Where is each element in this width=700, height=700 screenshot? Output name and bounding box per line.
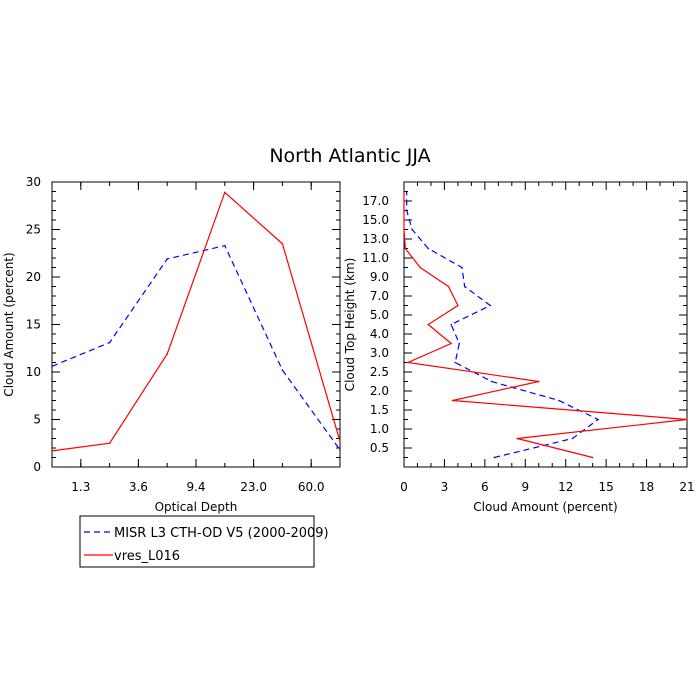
x-tick-label: 0 (400, 480, 408, 494)
x-tick-label: 21 (679, 480, 694, 494)
y-tick-label: 20 (26, 270, 41, 284)
y-tick-label: 9.0 (370, 270, 389, 284)
y-tick-label: 2.5 (370, 365, 389, 379)
legend-label-vres: vres_L016 (114, 549, 180, 564)
series-line-misr (51, 244, 341, 451)
data-point (457, 304, 459, 307)
x-tick-label: 1.3 (71, 480, 90, 494)
y-tick-label: 1.5 (370, 403, 389, 417)
data-point (108, 442, 111, 445)
x-tick-label: 3.6 (129, 480, 148, 494)
x-tick-label: 15 (599, 480, 614, 494)
x-tick-label: 9 (521, 480, 529, 494)
data-point (339, 449, 341, 451)
data-point (405, 190, 408, 193)
data-point (405, 209, 408, 212)
data-point (411, 228, 413, 231)
data-point (403, 190, 405, 193)
y-axis-label: Cloud Amount (percent) (2, 252, 16, 396)
x-axis-label: Optical Depth (155, 500, 238, 514)
x-tick-label: 12 (558, 480, 573, 494)
data-point (490, 380, 493, 383)
x-tick-label: 3 (441, 480, 449, 494)
data-point (454, 361, 457, 364)
y-tick-label: 0 (33, 460, 41, 474)
data-point (597, 418, 599, 421)
data-point (686, 418, 688, 421)
y-tick-label: 2.0 (370, 384, 389, 398)
data-point (339, 440, 341, 443)
x-tick-label: 9.4 (186, 480, 205, 494)
y-axis-label: Cloud Top Height (km) (343, 258, 357, 392)
data-point (450, 323, 452, 326)
data-point (51, 450, 53, 452)
data-point (447, 285, 450, 288)
data-point (450, 342, 452, 345)
data-point (281, 242, 284, 245)
y-tick-label: 5 (33, 413, 41, 427)
legend-label-misr: MISR L3 CTH-OD V5 (2000-2009) (114, 526, 329, 541)
x-axis-label: Cloud Amount (percent) (473, 500, 617, 514)
x-tick-label: 6 (481, 480, 489, 494)
data-point (403, 228, 405, 231)
x-tick-label: 23.0 (240, 480, 267, 494)
y-tick-label: 4.0 (370, 327, 389, 341)
data-point (166, 258, 168, 260)
data-point (558, 399, 560, 402)
y-tick-label: 13.0 (362, 232, 389, 246)
data-point (489, 304, 492, 307)
data-point (404, 247, 407, 250)
legend: MISR L3 CTH-OD V5 (2000-2009) vres_L016 (79, 515, 329, 568)
y-tick-label: 15 (26, 318, 41, 332)
data-point (407, 361, 409, 364)
y-tick-label: 15.0 (362, 213, 389, 227)
y-tick-label: 5.0 (370, 308, 389, 322)
data-point (591, 456, 594, 459)
data-point (166, 353, 168, 355)
y-tick-label: 10 (26, 365, 41, 379)
data-point (224, 244, 226, 247)
x-tick-label: 18 (639, 480, 654, 494)
data-point (403, 209, 405, 212)
x-tick-label: 60.0 (298, 480, 325, 494)
data-point (451, 399, 454, 402)
y-tick-label: 3.0 (370, 346, 389, 360)
y-tick-label: 17.0 (362, 194, 389, 208)
right-panel-cloud-top-height: 0 3 6 9 12 15 18 21 0.5 1.0 1.5 2.0 2.5 3.0 4.0 5.0 7.0 9… (343, 181, 695, 514)
data-point (108, 341, 111, 344)
data-point (419, 266, 421, 269)
y-tick-label: 1.0 (370, 422, 389, 436)
data-point (427, 247, 430, 250)
y-tick-label: 0.5 (370, 441, 389, 455)
data-point (461, 266, 463, 269)
data-point (516, 437, 518, 440)
legend-box (79, 515, 315, 568)
y-tick-label: 25 (26, 223, 41, 237)
data-point (537, 380, 540, 383)
left-panel-optical-depth: 1.3 3.6 9.4 23.0 60.0 0 5 10 15 20 25 30 Optical Dep… (2, 175, 341, 514)
data-point (281, 369, 284, 371)
data-point (463, 285, 466, 288)
data-point (493, 456, 496, 459)
y-tick-label: 30 (26, 175, 41, 189)
data-point (51, 365, 53, 368)
y-tick-label: 11.0 (362, 251, 389, 265)
data-point (427, 323, 430, 326)
data-point (571, 437, 574, 440)
y-tick-label: 7.0 (370, 289, 389, 303)
data-point (458, 342, 461, 345)
data-point (224, 191, 226, 194)
series-line-vres (51, 191, 341, 452)
chart-title: North Atlantic JJA (269, 145, 430, 167)
